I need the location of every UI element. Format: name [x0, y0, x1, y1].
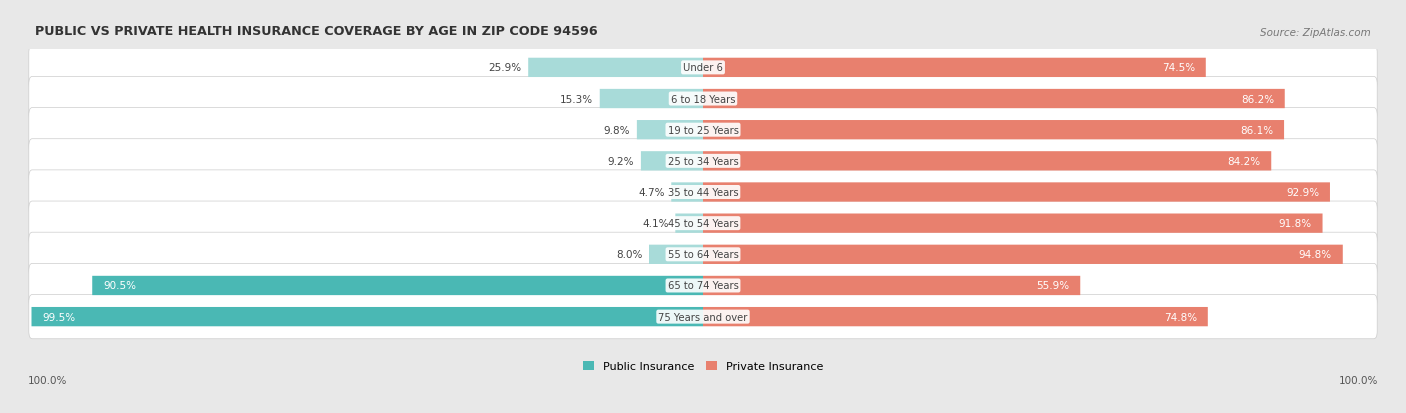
Text: 9.8%: 9.8%: [603, 126, 630, 135]
FancyBboxPatch shape: [703, 121, 1284, 140]
Text: 4.7%: 4.7%: [638, 188, 665, 197]
FancyBboxPatch shape: [28, 202, 1378, 246]
FancyBboxPatch shape: [703, 276, 1080, 295]
Text: 45 to 54 Years: 45 to 54 Years: [668, 218, 738, 229]
Text: 84.2%: 84.2%: [1227, 157, 1260, 166]
FancyBboxPatch shape: [31, 307, 703, 327]
Text: 94.8%: 94.8%: [1299, 250, 1331, 260]
FancyBboxPatch shape: [703, 183, 1330, 202]
Text: 91.8%: 91.8%: [1278, 218, 1312, 229]
FancyBboxPatch shape: [600, 90, 703, 109]
FancyBboxPatch shape: [28, 139, 1378, 183]
FancyBboxPatch shape: [703, 214, 1323, 233]
FancyBboxPatch shape: [28, 171, 1378, 215]
FancyBboxPatch shape: [703, 59, 1206, 78]
FancyBboxPatch shape: [703, 245, 1343, 264]
Text: 6 to 18 Years: 6 to 18 Years: [671, 94, 735, 104]
FancyBboxPatch shape: [28, 264, 1378, 308]
FancyBboxPatch shape: [93, 276, 703, 295]
Text: 55.9%: 55.9%: [1036, 281, 1070, 291]
Text: 35 to 44 Years: 35 to 44 Years: [668, 188, 738, 197]
FancyBboxPatch shape: [28, 108, 1378, 152]
Text: 65 to 74 Years: 65 to 74 Years: [668, 281, 738, 291]
FancyBboxPatch shape: [671, 183, 703, 202]
FancyBboxPatch shape: [637, 121, 703, 140]
Text: 75 Years and over: 75 Years and over: [658, 312, 748, 322]
Text: 100.0%: 100.0%: [28, 375, 67, 385]
Text: 90.5%: 90.5%: [103, 281, 136, 291]
Legend: Public Insurance, Private Insurance: Public Insurance, Private Insurance: [579, 356, 827, 376]
Text: 55 to 64 Years: 55 to 64 Years: [668, 250, 738, 260]
FancyBboxPatch shape: [529, 59, 703, 78]
Text: 25 to 34 Years: 25 to 34 Years: [668, 157, 738, 166]
Text: 92.9%: 92.9%: [1286, 188, 1319, 197]
Text: 9.2%: 9.2%: [607, 157, 634, 166]
Text: 86.2%: 86.2%: [1241, 94, 1274, 104]
Text: 74.5%: 74.5%: [1161, 63, 1195, 73]
Text: 74.8%: 74.8%: [1164, 312, 1197, 322]
Text: 4.1%: 4.1%: [643, 218, 669, 229]
Text: 99.5%: 99.5%: [42, 312, 76, 322]
Text: PUBLIC VS PRIVATE HEALTH INSURANCE COVERAGE BY AGE IN ZIP CODE 94596: PUBLIC VS PRIVATE HEALTH INSURANCE COVER…: [35, 24, 598, 38]
FancyBboxPatch shape: [28, 295, 1378, 339]
Text: 8.0%: 8.0%: [616, 250, 643, 260]
Text: 86.1%: 86.1%: [1240, 126, 1274, 135]
FancyBboxPatch shape: [641, 152, 703, 171]
Text: Under 6: Under 6: [683, 63, 723, 73]
Text: 19 to 25 Years: 19 to 25 Years: [668, 126, 738, 135]
FancyBboxPatch shape: [703, 307, 1208, 327]
Text: 100.0%: 100.0%: [1339, 375, 1378, 385]
FancyBboxPatch shape: [675, 214, 703, 233]
FancyBboxPatch shape: [28, 77, 1378, 121]
FancyBboxPatch shape: [703, 152, 1271, 171]
Text: 25.9%: 25.9%: [488, 63, 522, 73]
Text: 15.3%: 15.3%: [560, 94, 593, 104]
FancyBboxPatch shape: [650, 245, 703, 264]
Text: Source: ZipAtlas.com: Source: ZipAtlas.com: [1260, 28, 1371, 38]
FancyBboxPatch shape: [28, 233, 1378, 277]
FancyBboxPatch shape: [703, 90, 1285, 109]
FancyBboxPatch shape: [28, 46, 1378, 90]
